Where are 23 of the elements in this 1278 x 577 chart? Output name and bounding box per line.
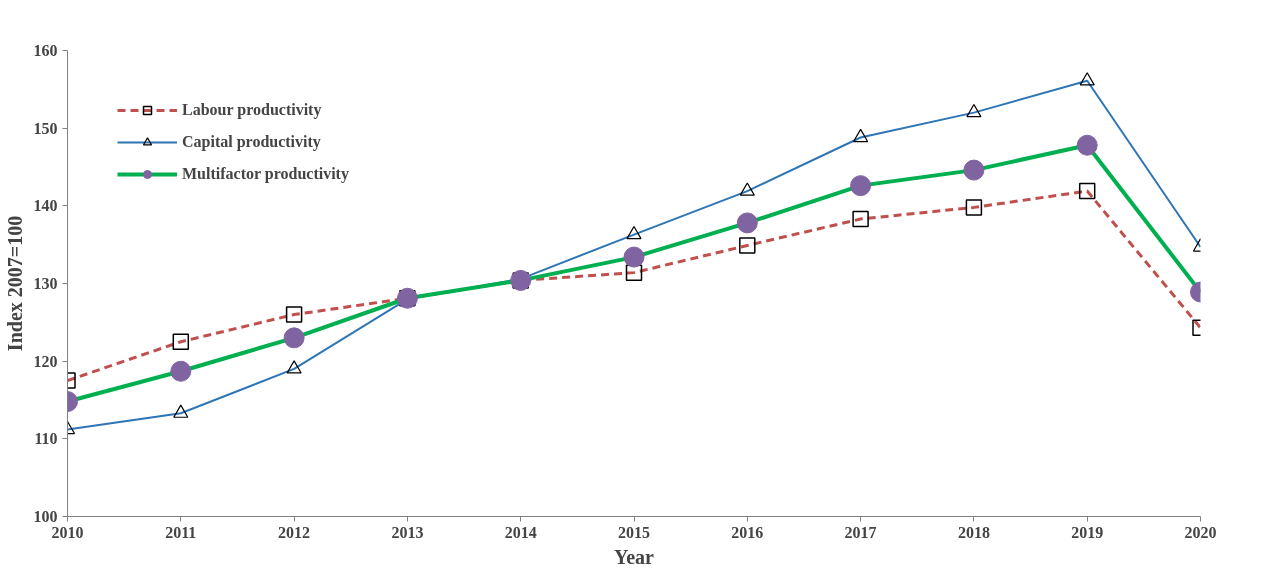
x-tick-label: 2014 [504, 523, 537, 541]
legend-label: Labour productivity [182, 101, 322, 119]
x-axis-title: Year [614, 545, 655, 568]
x-tick-label: 2010 [51, 523, 84, 541]
y-tick-label: 100 [33, 508, 58, 525]
x-tick-label: 2018 [957, 523, 990, 541]
y-axis-title: Index 2007=100 [3, 215, 26, 352]
y-tick-label: 120 [33, 352, 58, 370]
x-tick-label: 2019 [1071, 523, 1104, 541]
legend-label: Capital productivity [182, 133, 321, 151]
x-tick-label: 2017 [844, 523, 877, 541]
y-tick-label: 160 [33, 42, 58, 59]
legend-label: Multifactor productivity [182, 165, 349, 183]
x-tick-label: 2016 [731, 523, 764, 541]
x-tick-label: 2012 [278, 523, 311, 541]
y-tick-label: 130 [33, 275, 58, 292]
y-tick-label: 140 [33, 197, 58, 215]
x-tick-label: 2013 [391, 523, 424, 541]
x-tick-label: 2011 [165, 523, 197, 541]
y-tick-label: 110 [34, 430, 58, 448]
x-tick-label: 2020 [1184, 523, 1217, 541]
x-tick-label: 2015 [618, 523, 650, 541]
y-tick-label: 150 [33, 119, 58, 137]
